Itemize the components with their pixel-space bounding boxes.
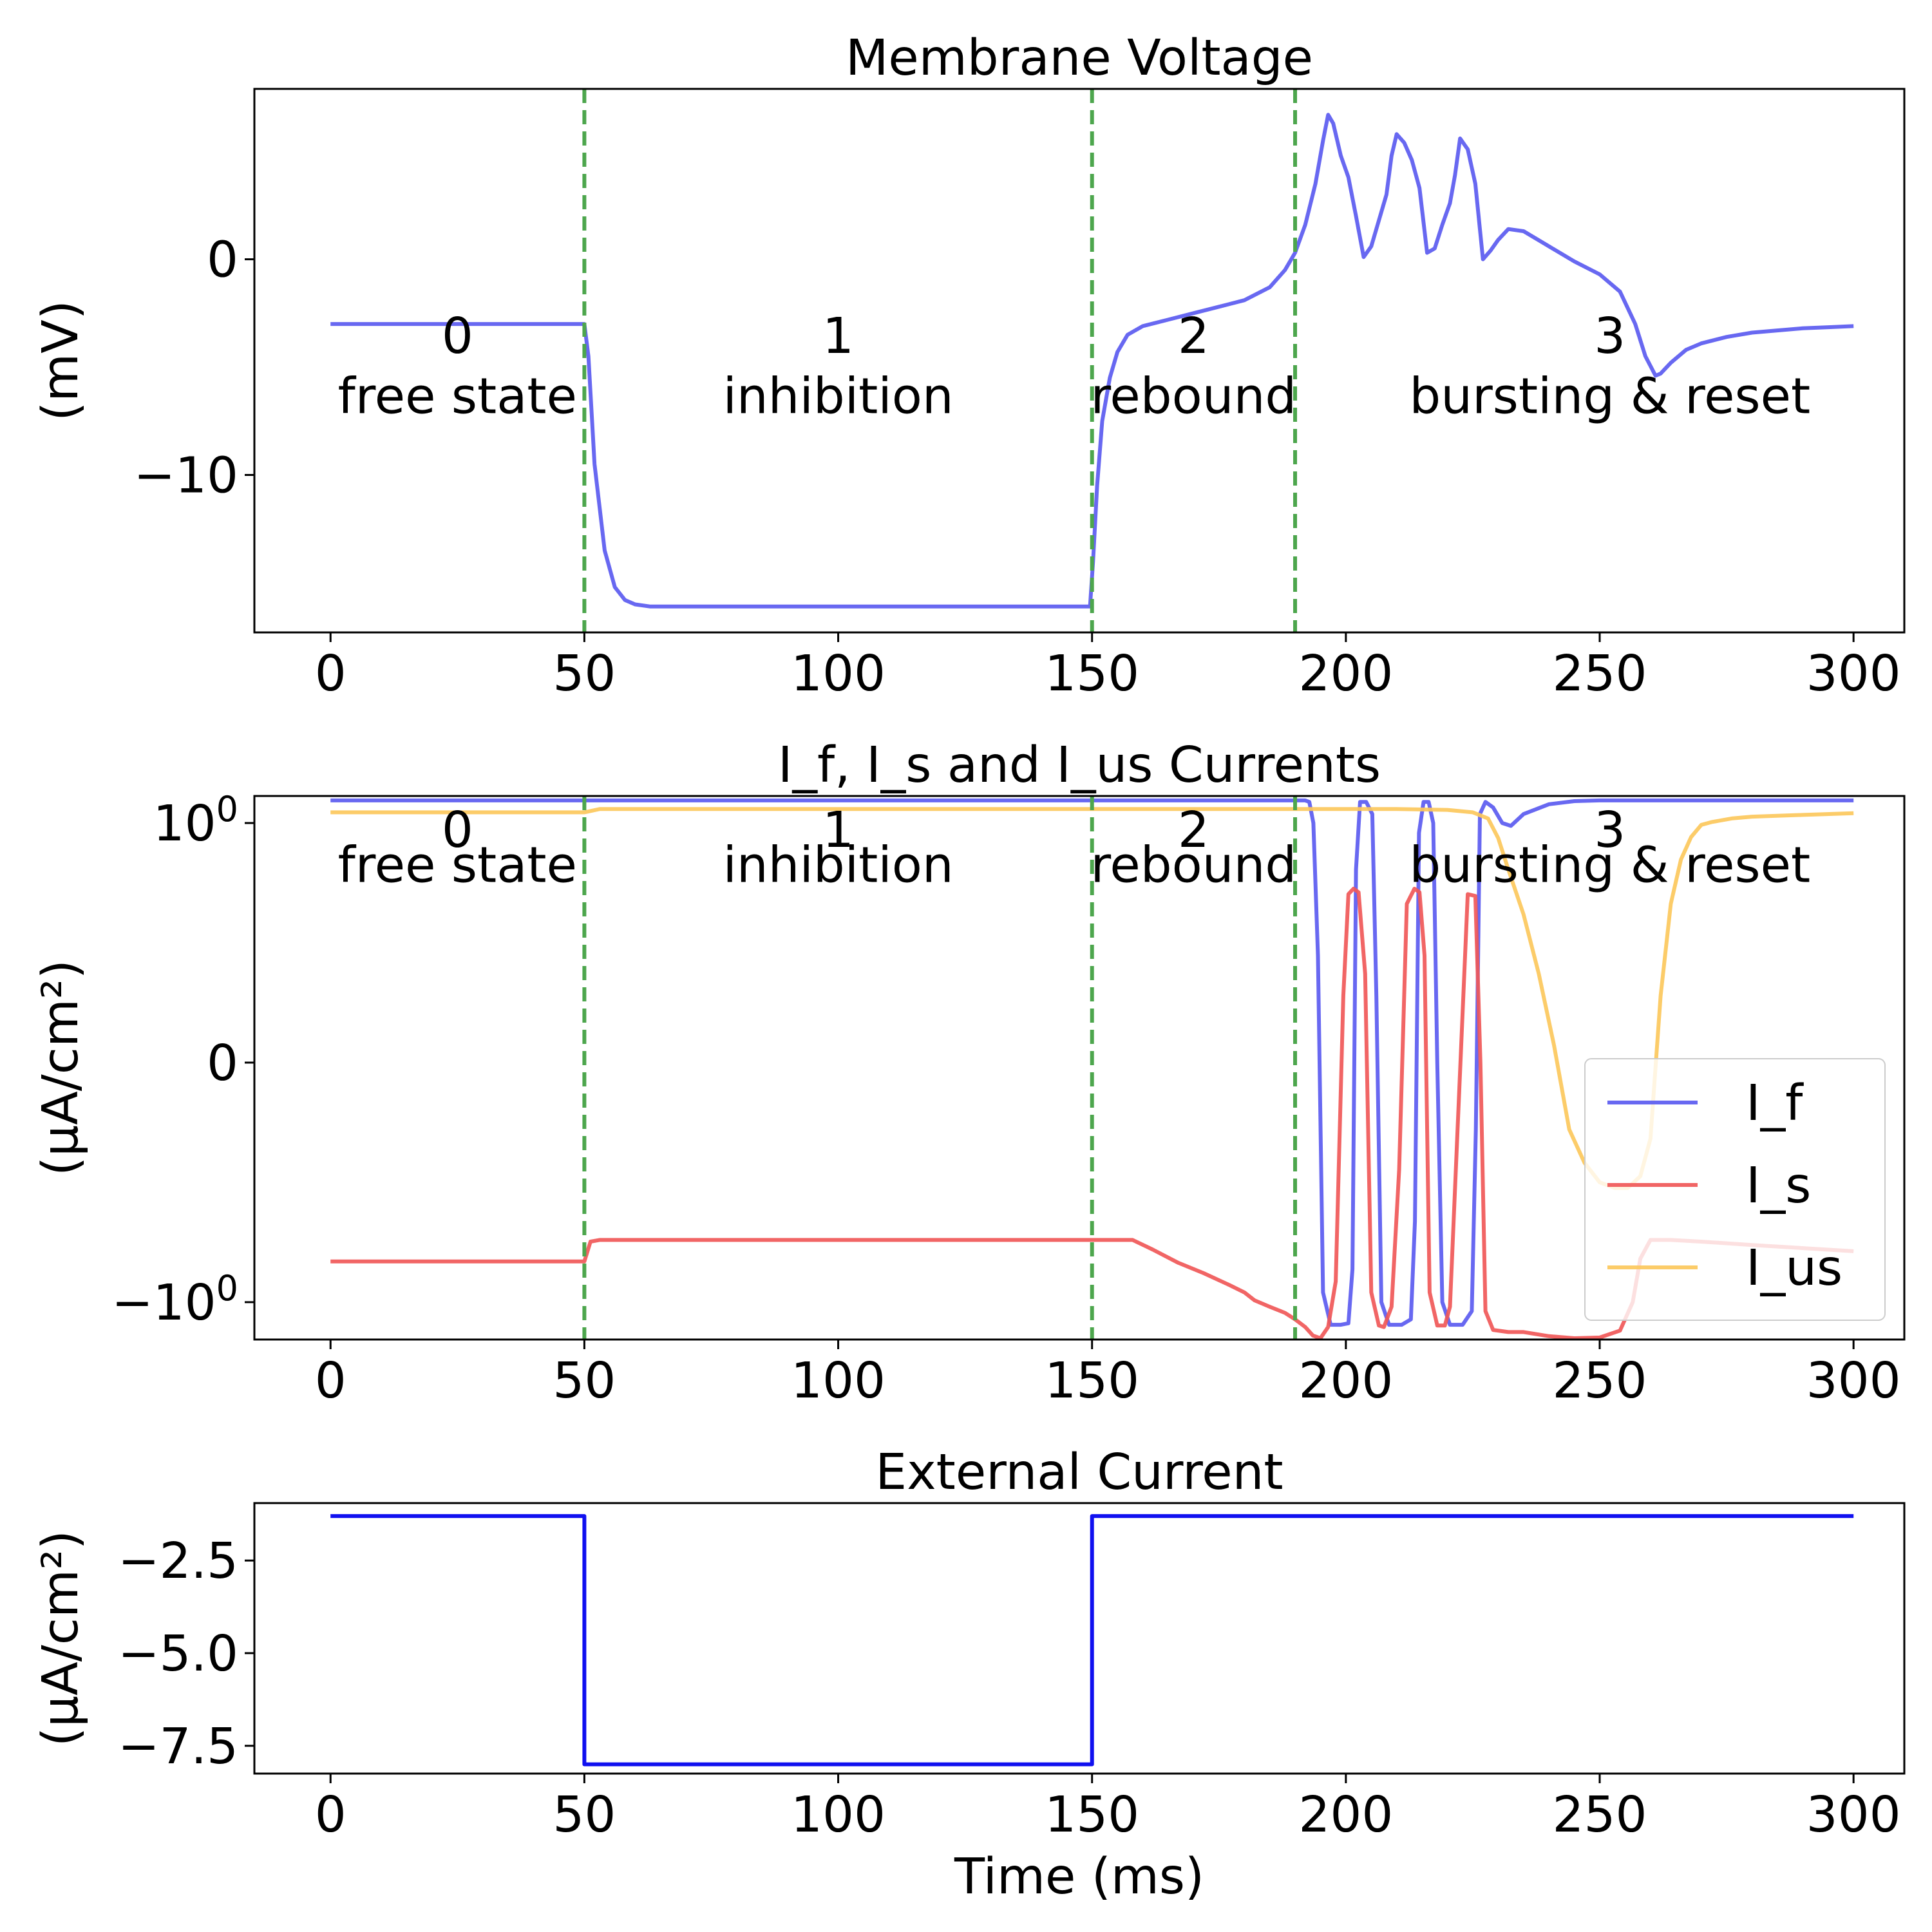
currents-x-tick-label: 300	[1806, 1352, 1901, 1410]
currents-phase-name: bursting & reset	[1409, 837, 1810, 894]
currents-series-i-f	[330, 798, 1854, 1327]
external-current-panel: External Current (μA/cm²) 0 50 100 150 200 250 3…	[32, 1444, 1906, 1844]
currents-series-i-s	[330, 887, 1854, 1340]
membrane-voltage-phase-name: bursting & reset	[1409, 368, 1810, 426]
external-current-x-tick-label: 150	[1045, 1786, 1139, 1844]
external-current-title: External Current	[875, 1444, 1283, 1501]
membrane-voltage-y-axis-label: (mV)	[32, 300, 90, 421]
legend-label-i-us: I_us	[1746, 1240, 1842, 1297]
external-current-x-tick-label: 100	[791, 1786, 886, 1844]
external-current-x-tick-label: 300	[1806, 1786, 1901, 1844]
currents-y-tick-label: 0	[207, 1035, 238, 1092]
external-current-y-tick-label: −2.5	[118, 1533, 238, 1590]
currents-x-tick-label: 0	[315, 1352, 346, 1410]
currents-phase-name: free state	[338, 837, 577, 894]
membrane-voltage-x-tick-label: 200	[1298, 645, 1393, 703]
currents-phase-number: 2	[1178, 802, 1209, 859]
external-current-x-tick-label: 0	[315, 1786, 346, 1844]
currents-phase-number: 1	[822, 802, 854, 859]
membrane-voltage-phase-number: 3	[1594, 308, 1625, 365]
external-current-y-tick-label: −7.5	[118, 1718, 238, 1776]
membrane-voltage-title: Membrane Voltage	[846, 30, 1313, 87]
currents-x-tick-label: 200	[1298, 1352, 1393, 1410]
currents-phase-name: rebound	[1090, 837, 1296, 894]
membrane-voltage-phase-name: free state	[338, 368, 577, 426]
membrane-voltage-y-tick-label: 0	[207, 232, 238, 289]
membrane-voltage-phase-number: 0	[442, 308, 473, 365]
currents-y-tick-label: 100	[153, 789, 238, 853]
currents-x-tick-label: 100	[791, 1352, 886, 1410]
membrane-voltage-phase-number: 2	[1178, 308, 1209, 365]
currents-y-axis-label: (μA/cm²)	[32, 960, 90, 1176]
membrane-voltage-y-tick-label: −10	[134, 448, 239, 505]
external-current-axes-frame	[253, 1502, 1906, 1775]
legend-label-i-s: I_s	[1746, 1157, 1811, 1215]
membrane-voltage-x-tick-label: 50	[553, 645, 616, 703]
currents-x-tick-label: 250	[1553, 1352, 1647, 1410]
currents-phase-name: inhibition	[723, 837, 953, 894]
external-current-x-tick-label: 200	[1298, 1786, 1393, 1844]
membrane-voltage-axes-frame	[253, 88, 1906, 634]
currents-phase-number: 0	[442, 802, 473, 859]
membrane-voltage-x-tick-label: 100	[791, 645, 886, 703]
membrane-voltage-phase-number: 1	[822, 308, 854, 365]
currents-axes-frame	[253, 795, 1906, 1341]
currents-phase-number: 3	[1594, 802, 1625, 859]
currents-x-tick-label: 150	[1045, 1352, 1139, 1410]
currents-x-tick-label: 50	[553, 1352, 616, 1410]
membrane-voltage-phase-name: inhibition	[723, 368, 953, 426]
membrane-voltage-x-tick-label: 150	[1045, 645, 1139, 703]
currents-y-tick-label: −100	[111, 1268, 238, 1332]
currents-legend: I_f I_s I_us	[1584, 1058, 1886, 1321]
membrane-voltage-x-tick-label: 300	[1806, 645, 1901, 703]
membrane-voltage-x-tick-label: 0	[315, 645, 346, 703]
external-current-x-tick-label: 250	[1553, 1786, 1647, 1844]
currents-panel: I_f, I_s and I_us Currents(μA/cm²)0free …	[32, 737, 1906, 1410]
membrane-voltage-x-tick-label: 250	[1553, 645, 1647, 703]
external-current-y-tick-label: −5.0	[118, 1625, 238, 1683]
external-current-y-axis-label: (μA/cm²)	[32, 1530, 90, 1747]
membrane-voltage-phase-name: rebound	[1090, 368, 1296, 426]
currents-series-i-us	[330, 807, 1854, 1190]
currents-title: I_f, I_s and I_us Currents	[778, 737, 1381, 794]
currents-legend-box	[1584, 1058, 1886, 1321]
legend-label-i-f: I_f	[1746, 1075, 1804, 1132]
external-current-x-tick-label: 50	[553, 1786, 616, 1844]
external-current-series-i-ext	[330, 1514, 1854, 1766]
x-axis-label: Time (ms)	[954, 1848, 1204, 1906]
